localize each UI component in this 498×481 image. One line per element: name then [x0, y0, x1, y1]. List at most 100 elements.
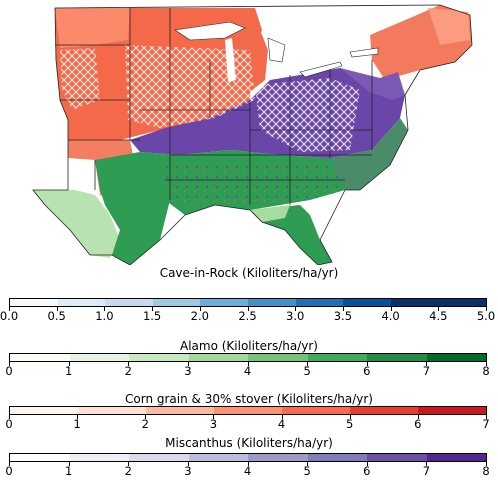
colorbar-segment — [367, 354, 427, 361]
colorbar-segment — [10, 407, 78, 414]
colorbar-segment — [214, 407, 282, 414]
colorbar-tick-label: 6 — [414, 417, 422, 431]
colorbar-cave-in-rock — [9, 298, 487, 307]
colorbar-tick — [438, 307, 440, 311]
colorbar-tick-label: 7 — [422, 364, 431, 378]
colorbar-segment — [418, 407, 486, 414]
colorbar-tick — [486, 307, 487, 311]
colorbar-segment — [343, 299, 391, 306]
colorbar-title: Miscanthus (Kiloliters/ha/yr) — [165, 436, 333, 450]
colorbar-tick-label: 2 — [141, 417, 149, 431]
hatch-dakotas — [60, 48, 100, 110]
colorbar-tick-label: 2.5 — [238, 309, 257, 323]
colorbar-tick-label: 5.0 — [476, 309, 496, 323]
colorbar-segment — [10, 354, 70, 361]
colorbar-title: Corn grain & 30% stover (Kiloliters/ha/y… — [125, 392, 373, 406]
colorbar-segment — [307, 354, 367, 361]
colorbar-tick-label: 2 — [124, 464, 132, 478]
colorbar-segment — [367, 454, 427, 461]
colorbar-segment — [78, 407, 146, 414]
colorbar-tick — [295, 307, 297, 311]
colorbar-tick — [199, 307, 201, 311]
colorbar-tick-label: 4.5 — [429, 309, 448, 323]
colorbar-segment — [282, 407, 350, 414]
colorbar-tick — [128, 462, 130, 466]
colorbar-tick — [307, 362, 309, 366]
colorbar-tick-label: 7 — [422, 464, 431, 478]
colorbar-segment — [307, 454, 367, 461]
colorbar-alamo — [9, 353, 487, 362]
colorbar-tick-label: 1.5 — [142, 309, 162, 323]
colorbar-tick-label: 1.0 — [95, 309, 114, 323]
colorbar-segment — [146, 407, 214, 414]
colorbar-tick — [486, 415, 487, 419]
colorbar-tick — [247, 307, 249, 311]
colorbar-segment — [390, 299, 439, 306]
lake-erie — [299, 61, 343, 78]
colorbar-tick-label: 0.0 — [0, 309, 19, 323]
colorbar-tick — [247, 462, 249, 466]
colorbar-tick-label: 2 — [124, 364, 132, 378]
colorbar-title: Cave-in-Rock (Kiloliters/ha/yr) — [159, 266, 339, 280]
colorbar-segment — [426, 454, 486, 461]
colorbar-tick — [486, 362, 487, 366]
colorbar-segment — [129, 454, 189, 461]
colorbar-tick-label: 3 — [184, 464, 192, 478]
state-borders — [32, 4, 473, 265]
region-carolinas — [330, 118, 408, 190]
region-miscanthus-northeast — [340, 68, 405, 100]
colorbar-tick-label: 7 — [482, 417, 490, 431]
colorbar-tick-label: 3.0 — [286, 309, 305, 323]
crop-yield-map — [32, 4, 473, 265]
colorbar-tick-label: 5 — [346, 417, 354, 431]
colorbar-segment — [247, 299, 296, 306]
colorbar-segment — [152, 299, 201, 306]
colorbar-title: Alamo (Kiloliters/ha/yr) — [179, 339, 318, 353]
colorbar-tick — [281, 415, 283, 419]
region-north-plains-light — [55, 8, 130, 48]
colorbar-tick-label: 6 — [363, 364, 371, 378]
colorbar-tick — [187, 462, 189, 466]
colorbar-tick-label: 4.0 — [381, 309, 400, 323]
colorbar-tick-label: 4 — [277, 417, 286, 431]
colorbar-tick — [56, 307, 58, 311]
colorbar-segment — [200, 299, 248, 306]
colorbar-tick — [152, 307, 154, 311]
colorbar-tick — [145, 415, 147, 419]
colorbar-tick — [486, 462, 487, 466]
colorbar-segment — [188, 354, 248, 361]
colorbar-tick-label: 4 — [243, 364, 252, 378]
colorbar-segment — [350, 407, 418, 414]
colorbar-tick — [342, 307, 344, 311]
colorbar-segment — [188, 454, 248, 461]
colorbar-segment — [10, 299, 58, 306]
colorbar-tick-label: 3 — [209, 417, 218, 431]
colorbar-segment — [248, 454, 308, 461]
colorbar-tick — [349, 415, 351, 419]
region-new-england-light — [428, 8, 470, 45]
colorbar-segment — [426, 354, 486, 361]
colorbar-tick — [417, 415, 419, 419]
colorbar-tick-label: 1 — [73, 417, 81, 431]
region-florida-north — [250, 205, 290, 222]
colorbar-tick-label: 0 — [5, 417, 13, 431]
hatch-ohio-valley — [255, 78, 360, 152]
colorbar-tick-label: 0 — [5, 364, 13, 378]
colorbar-segment — [57, 299, 106, 306]
lake-superior — [174, 21, 246, 41]
colorbar-tick — [9, 462, 10, 466]
colorbar-segment — [248, 354, 308, 361]
hatch-midwest — [125, 45, 255, 128]
colorbar-tick — [9, 362, 10, 366]
colorbar-tick — [426, 462, 428, 466]
colorbar-segment — [438, 299, 486, 306]
colorbar-segment — [69, 454, 129, 461]
colorbar-tick-label: 5 — [303, 464, 311, 478]
colorbar-segment — [69, 354, 129, 361]
colorbar-tick — [213, 415, 215, 419]
region-texas-east — [95, 152, 170, 265]
colorbar-tick — [68, 362, 70, 366]
colorbar-tick — [104, 307, 106, 311]
colorbar-tick-label: 3.5 — [333, 309, 353, 323]
colorbar-tick — [390, 307, 392, 311]
